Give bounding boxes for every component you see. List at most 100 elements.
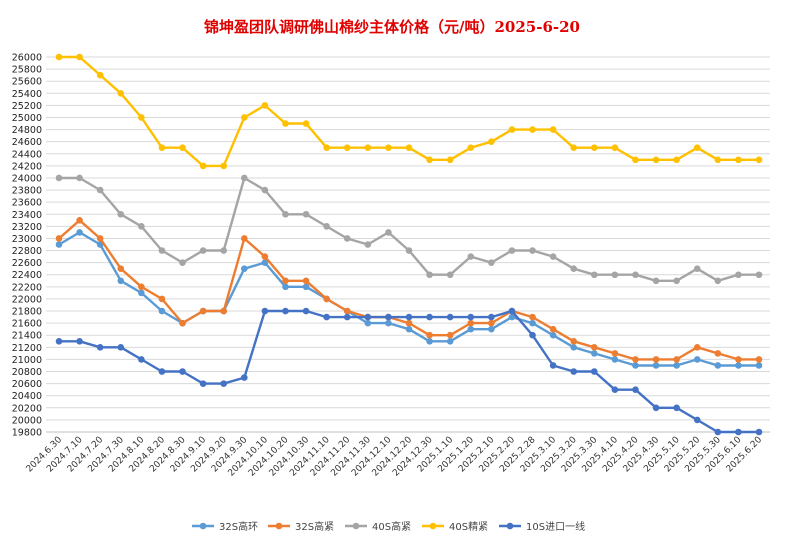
y-tick-label: 20600: [12, 379, 42, 390]
data-point: [467, 144, 475, 152]
y-tick-label: 21800: [12, 307, 42, 318]
data-point: [261, 307, 269, 315]
data-point: [240, 374, 248, 381]
data-point: [364, 241, 372, 248]
data-point: [755, 428, 763, 436]
data-point: [488, 319, 495, 327]
data-point: [467, 313, 475, 321]
data-point: [446, 271, 454, 279]
data-point: [590, 344, 598, 351]
y-tick-label: 20200: [12, 403, 42, 414]
data-point: [570, 337, 578, 345]
y-tick-label: 23200: [12, 222, 42, 233]
data-point: [179, 368, 186, 375]
data-point: [529, 319, 536, 327]
data-point: [302, 307, 310, 315]
series-2: [55, 217, 763, 363]
data-point: [446, 337, 454, 345]
data-point: [138, 114, 145, 121]
data-point: [529, 247, 536, 254]
data-point: [76, 337, 83, 345]
data-point: [220, 307, 228, 315]
data-point: [179, 144, 186, 152]
data-point: [426, 331, 433, 339]
legend-item: 32S高紧: [268, 520, 334, 533]
data-point: [549, 362, 557, 369]
legend-item: 40S精紧: [422, 520, 488, 533]
y-tick-label: 20000: [12, 415, 42, 426]
data-point: [467, 319, 475, 327]
data-point: [343, 307, 351, 315]
data-point: [426, 271, 433, 279]
legend-marker: [275, 522, 283, 530]
legend-marker: [506, 522, 514, 530]
y-tick-label: 24200: [12, 161, 42, 172]
series-4: [55, 53, 763, 170]
data-point: [76, 53, 83, 61]
data-point: [55, 53, 63, 61]
data-point: [508, 126, 516, 133]
data-point: [55, 337, 63, 345]
data-point: [385, 313, 392, 321]
data-point: [714, 350, 722, 357]
data-point: [652, 404, 660, 412]
data-point: [405, 144, 413, 152]
data-point: [570, 144, 578, 152]
data-point: [446, 331, 454, 339]
data-point: [632, 271, 639, 279]
data-point: [261, 259, 269, 266]
data-point: [385, 144, 392, 152]
data-point: [488, 259, 495, 266]
data-point: [652, 356, 660, 363]
y-tick-label: 25600: [12, 77, 42, 88]
y-tick-label: 21000: [12, 355, 42, 366]
data-point: [55, 174, 63, 182]
series-1: [55, 229, 763, 369]
y-axis-ticks: 19800 20000202002040020600208002100021200…: [12, 53, 42, 439]
y-tick-label: 21200: [12, 343, 42, 354]
legend-item: 32S高环: [192, 520, 258, 533]
y-tick-label: 23400: [12, 210, 42, 221]
data-point: [220, 247, 228, 254]
data-point: [343, 235, 351, 242]
data-point: [138, 283, 145, 291]
data-point: [488, 325, 495, 333]
y-tick-label: 23800: [12, 186, 42, 197]
data-point: [508, 247, 516, 254]
data-point: [302, 120, 310, 127]
y-tick-label: 21600: [12, 319, 42, 330]
data-point: [632, 356, 639, 363]
data-point: [673, 356, 680, 363]
data-point: [405, 325, 413, 333]
data-point: [96, 235, 104, 242]
y-tick-label: 21400: [12, 331, 42, 342]
data-point: [138, 356, 145, 363]
data-point: [199, 307, 207, 315]
data-point: [570, 368, 578, 375]
data-point: [199, 247, 207, 254]
data-point: [96, 71, 104, 79]
data-point: [529, 313, 536, 321]
legend-item: 10S进口一线: [499, 520, 585, 533]
data-point: [714, 428, 722, 436]
data-point: [55, 241, 63, 248]
y-tick-label: 24600: [12, 137, 42, 148]
data-point: [570, 265, 578, 272]
data-point: [549, 325, 557, 333]
data-point: [117, 344, 125, 351]
series-3: [55, 174, 763, 285]
legend-label: 32S高紧: [295, 520, 334, 533]
data-point: [467, 253, 475, 260]
data-point: [343, 313, 351, 321]
series-layer: [55, 53, 763, 436]
data-point: [282, 210, 289, 218]
data-point: [549, 331, 557, 339]
data-point: [693, 144, 701, 152]
data-point: [282, 120, 289, 127]
data-point: [426, 313, 433, 321]
data-point: [240, 174, 248, 182]
y-tick-label: 22000: [12, 294, 42, 305]
y-tick-label: 25800: [12, 65, 42, 76]
y-tick-label: 25200: [12, 101, 42, 112]
